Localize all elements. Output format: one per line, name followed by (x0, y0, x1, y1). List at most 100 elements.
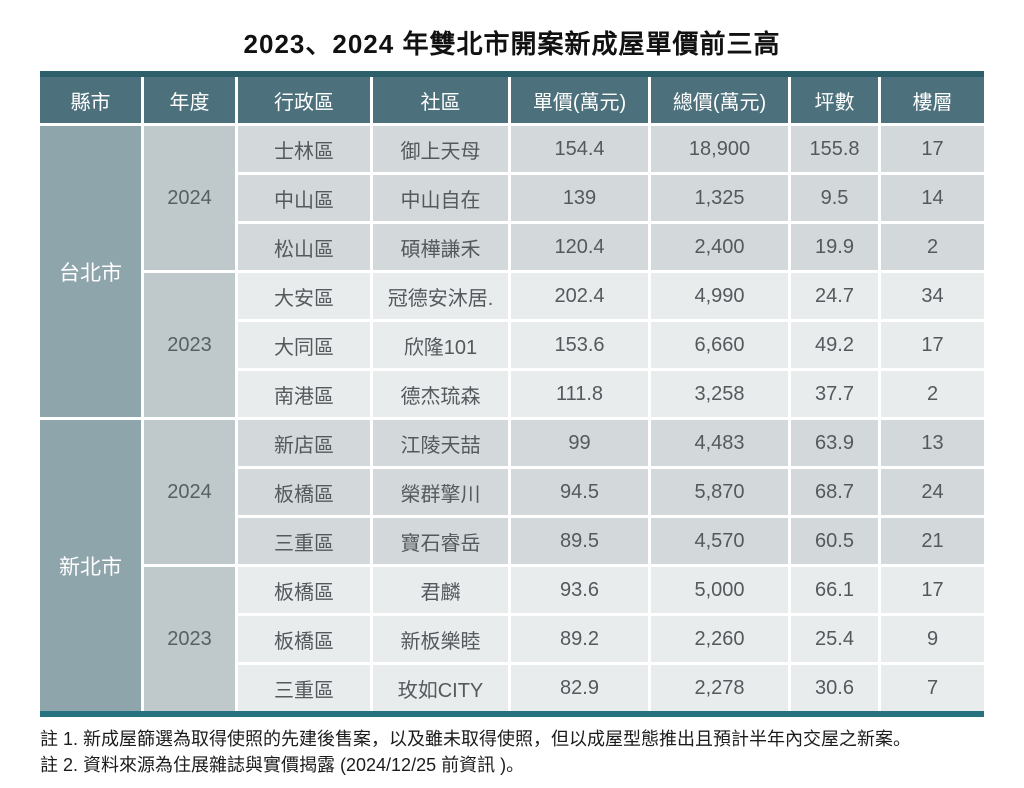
column-header-floor: 樓層 (881, 77, 984, 123)
floor-cell: 21 (881, 518, 984, 564)
community-cell: 欣隆101 (373, 322, 508, 368)
price-table: 縣市 年度 行政區 社區 單價(萬元) 總價(萬元) 坪數 樓層 台北市 2024… (40, 77, 984, 711)
total-price-cell: 3,258 (651, 371, 788, 417)
floor-cell: 2 (881, 371, 984, 417)
column-header-year: 年度 (144, 77, 235, 123)
community-cell: 御上天母 (373, 126, 508, 172)
column-header-district: 行政區 (238, 77, 370, 123)
total-price-cell: 2,260 (651, 616, 788, 662)
district-cell: 板橋區 (238, 616, 370, 662)
community-cell: 江陵天喆 (373, 420, 508, 466)
footnotes: 註 1. 新成屋篩選為取得使照的先建後售案，以及雖未取得使照，但以成屋型態推出且… (40, 726, 984, 778)
ping-cell: 60.5 (791, 518, 878, 564)
district-cell: 大安區 (238, 273, 370, 319)
community-cell: 冠德安沐居. (373, 273, 508, 319)
table-row: 板橋區 榮群擎川 94.5 5,870 68.7 24 (40, 469, 984, 515)
column-header-unit-price: 單價(萬元) (511, 77, 648, 123)
column-header-community: 社區 (373, 77, 508, 123)
header-row: 縣市 年度 行政區 社區 單價(萬元) 總價(萬元) 坪數 樓層 (40, 77, 984, 123)
table-row: 南港區 德杰琉森 111.8 3,258 37.7 2 (40, 371, 984, 417)
district-cell: 中山區 (238, 175, 370, 221)
community-cell: 寶石睿岳 (373, 518, 508, 564)
table-row: 新北市 2024 新店區 江陵天喆 99 4,483 63.9 13 (40, 420, 984, 711)
district-cell: 板橋區 (238, 567, 370, 613)
community-cell: 榮群擎川 (373, 469, 508, 515)
unit-price-cell: 111.8 (511, 371, 648, 417)
community-cell: 新板樂睦 (373, 616, 508, 662)
unit-price-cell: 120.4 (511, 224, 648, 270)
table-row: 三重區 玫如CITY 82.9 2,278 30.6 7 (40, 665, 984, 711)
floor-cell: 13 (881, 420, 984, 466)
district-cell: 三重區 (238, 665, 370, 711)
year-cell: 2024 (144, 420, 235, 564)
total-price-cell: 4,483 (651, 420, 788, 466)
ping-cell: 24.7 (791, 273, 878, 319)
community-cell: 碩樺謙禾 (373, 224, 508, 270)
community-cell: 德杰琉森 (373, 371, 508, 417)
community-cell: 君麟 (373, 567, 508, 613)
total-price-cell: 5,870 (651, 469, 788, 515)
district-cell: 三重區 (238, 518, 370, 564)
column-header-total-price: 總價(萬元) (651, 77, 788, 123)
unit-price-cell: 89.5 (511, 518, 648, 564)
year-cell: 2023 (144, 273, 235, 417)
unit-price-cell: 153.6 (511, 322, 648, 368)
total-price-cell: 4,990 (651, 273, 788, 319)
district-cell: 大同區 (238, 322, 370, 368)
ping-cell: 30.6 (791, 665, 878, 711)
page-title: 2023、2024 年雙北市開案新成屋單價前三高 (243, 29, 781, 59)
floor-cell: 7 (881, 665, 984, 711)
unit-price-cell: 94.5 (511, 469, 648, 515)
district-cell: 南港區 (238, 371, 370, 417)
district-cell: 士林區 (238, 126, 370, 172)
table-row: 台北市 2024 士林區 御上天母 154.4 18,900 155.8 17 (40, 126, 984, 417)
year-cell: 2023 (144, 567, 235, 711)
district-cell: 板橋區 (238, 469, 370, 515)
floor-cell: 17 (881, 567, 984, 613)
ping-cell: 9.5 (791, 175, 878, 221)
footnote-2: 註 2. 資料來源為住展雜誌與實價揭露 (2024/12/25 前資訊 )。 (40, 755, 525, 775)
floor-cell: 17 (881, 322, 984, 368)
floor-cell: 2 (881, 224, 984, 270)
unit-price-cell: 82.9 (511, 665, 648, 711)
community-cell: 中山自在 (373, 175, 508, 221)
total-price-cell: 2,400 (651, 224, 788, 270)
unit-price-cell: 93.6 (511, 567, 648, 613)
district-cell: 松山區 (238, 224, 370, 270)
table-row: 松山區 碩樺謙禾 120.4 2,400 19.9 2 (40, 224, 984, 270)
price-table-frame: 縣市 年度 行政區 社區 單價(萬元) 總價(萬元) 坪數 樓層 台北市 2024… (40, 71, 984, 717)
floor-cell: 34 (881, 273, 984, 319)
city-cell: 新北市 (40, 420, 141, 711)
total-price-cell: 18,900 (651, 126, 788, 172)
total-price-cell: 1,325 (651, 175, 788, 221)
unit-price-cell: 202.4 (511, 273, 648, 319)
unit-price-cell: 154.4 (511, 126, 648, 172)
district-cell: 新店區 (238, 420, 370, 466)
ping-cell: 68.7 (791, 469, 878, 515)
table-row: 2023 板橋區 君麟 93.6 5,000 66.1 17 (40, 567, 984, 711)
ping-cell: 63.9 (791, 420, 878, 466)
total-price-cell: 6,660 (651, 322, 788, 368)
total-price-cell: 2,278 (651, 665, 788, 711)
table-row: 板橋區 新板樂睦 89.2 2,260 25.4 9 (40, 616, 984, 662)
ping-cell: 155.8 (791, 126, 878, 172)
year-cell: 2024 (144, 126, 235, 270)
column-header-city: 縣市 (40, 77, 141, 123)
floor-cell: 17 (881, 126, 984, 172)
total-price-cell: 5,000 (651, 567, 788, 613)
city-cell: 台北市 (40, 126, 141, 417)
floor-cell: 14 (881, 175, 984, 221)
table-row: 三重區 寶石睿岳 89.5 4,570 60.5 21 (40, 518, 984, 564)
total-price-cell: 4,570 (651, 518, 788, 564)
table-row: 大同區 欣隆101 153.6 6,660 49.2 17 (40, 322, 984, 368)
community-cell: 玫如CITY (373, 665, 508, 711)
ping-cell: 25.4 (791, 616, 878, 662)
unit-price-cell: 99 (511, 420, 648, 466)
floor-cell: 24 (881, 469, 984, 515)
ping-cell: 49.2 (791, 322, 878, 368)
table-row: 2023 大安區 冠德安沐居. 202.4 4,990 24.7 34 (40, 273, 984, 417)
footnote-1: 註 1. 新成屋篩選為取得使照的先建後售案，以及雖未取得使照，但以成屋型態推出且… (40, 729, 912, 749)
unit-price-cell: 89.2 (511, 616, 648, 662)
ping-cell: 37.7 (791, 371, 878, 417)
